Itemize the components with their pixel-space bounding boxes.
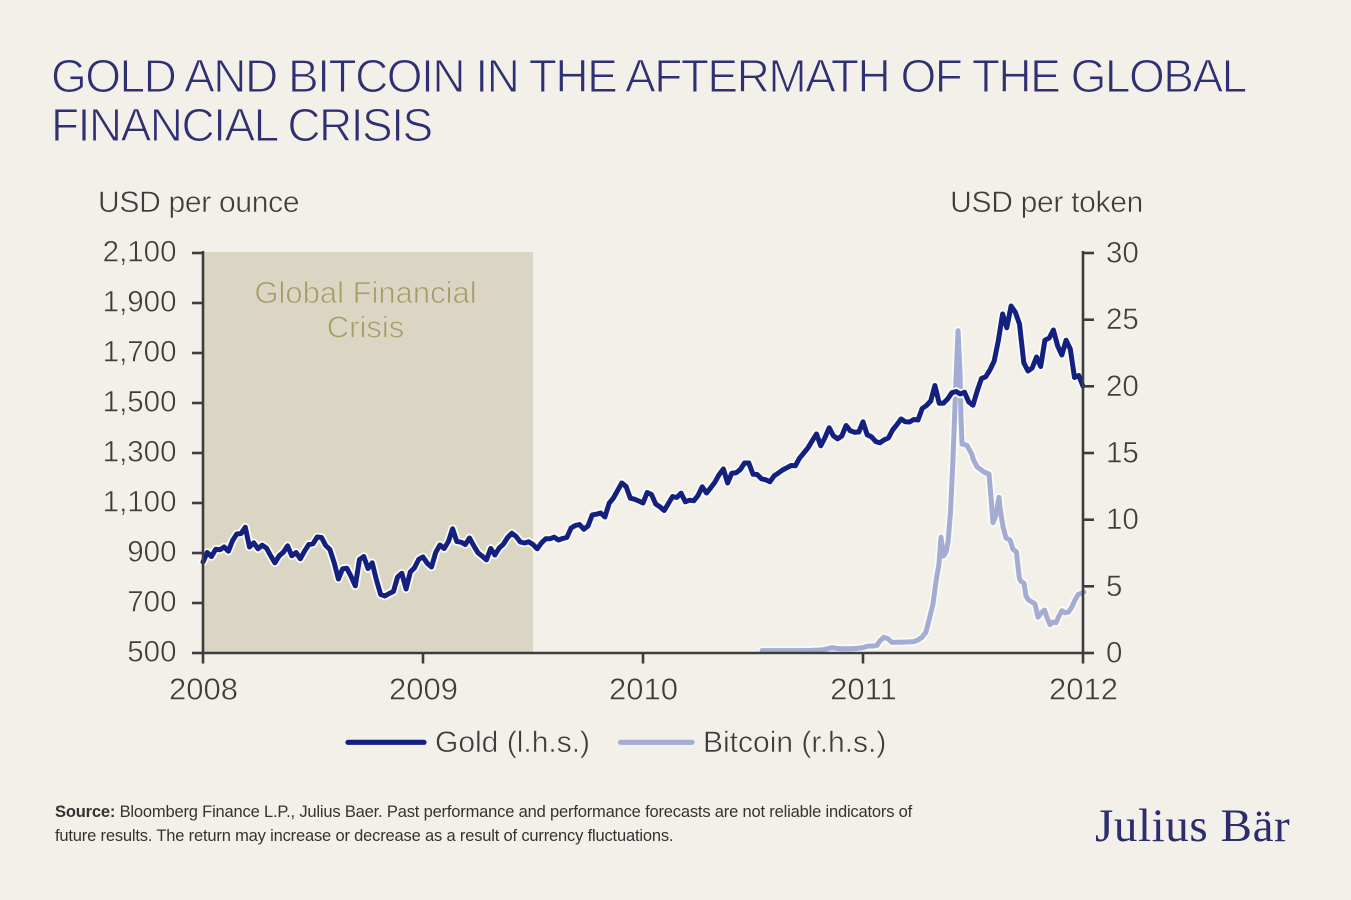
svg-text:25: 25 xyxy=(1106,303,1139,336)
svg-text:1,300: 1,300 xyxy=(103,436,177,469)
svg-text:2010: 2010 xyxy=(609,672,678,707)
svg-text:1,100: 1,100 xyxy=(103,486,177,519)
svg-text:Gold (l.h.s.): Gold (l.h.s.) xyxy=(435,726,590,759)
svg-text:1,900: 1,900 xyxy=(103,286,177,319)
svg-text:2008: 2008 xyxy=(169,672,238,707)
svg-text:2009: 2009 xyxy=(389,672,458,707)
svg-text:Crisis: Crisis xyxy=(327,310,405,345)
svg-text:5: 5 xyxy=(1106,570,1122,603)
svg-text:2,100: 2,100 xyxy=(103,236,177,269)
svg-text:2012: 2012 xyxy=(1049,672,1118,707)
svg-text:0: 0 xyxy=(1106,637,1122,670)
svg-text:500: 500 xyxy=(127,636,176,669)
svg-text:10: 10 xyxy=(1106,503,1139,536)
svg-text:2011: 2011 xyxy=(830,672,897,707)
svg-text:30: 30 xyxy=(1106,237,1139,270)
svg-text:1,500: 1,500 xyxy=(103,386,177,419)
svg-text:700: 700 xyxy=(127,586,176,619)
svg-text:Global Financial: Global Financial xyxy=(254,275,476,310)
svg-text:Bitcoin (r.h.s.): Bitcoin (r.h.s.) xyxy=(703,726,886,759)
svg-text:20: 20 xyxy=(1106,370,1139,403)
svg-text:900: 900 xyxy=(127,536,176,569)
svg-text:15: 15 xyxy=(1106,437,1139,470)
svg-text:1,700: 1,700 xyxy=(103,336,177,369)
